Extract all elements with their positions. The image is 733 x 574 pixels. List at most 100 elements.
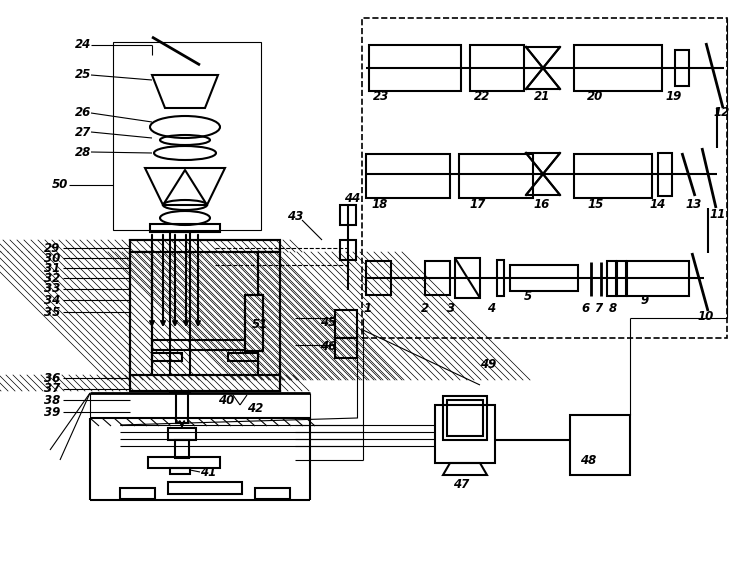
Bar xyxy=(150,224,220,232)
Bar xyxy=(175,440,189,458)
Bar xyxy=(497,260,504,296)
Text: 39: 39 xyxy=(44,405,60,418)
Bar xyxy=(130,375,280,391)
Bar xyxy=(627,261,689,296)
Polygon shape xyxy=(152,75,218,108)
Bar xyxy=(570,415,630,475)
Text: 1: 1 xyxy=(364,301,372,315)
Text: 7: 7 xyxy=(594,301,602,315)
Text: 27: 27 xyxy=(75,126,91,138)
Text: 41: 41 xyxy=(200,466,216,479)
Bar xyxy=(340,205,356,225)
Bar xyxy=(335,338,357,358)
Text: 30: 30 xyxy=(44,251,60,265)
Text: 22: 22 xyxy=(474,91,490,103)
Text: 48: 48 xyxy=(580,453,596,467)
Text: 37: 37 xyxy=(44,382,60,395)
Bar xyxy=(369,45,461,91)
Bar xyxy=(130,375,280,391)
Bar xyxy=(255,488,290,499)
Text: 33: 33 xyxy=(44,282,60,296)
Text: 28: 28 xyxy=(75,145,91,158)
Text: 50: 50 xyxy=(52,179,68,192)
Bar xyxy=(435,405,495,463)
Text: 21: 21 xyxy=(534,91,550,103)
Text: 20: 20 xyxy=(587,91,603,103)
Bar xyxy=(574,154,652,198)
Bar xyxy=(366,154,450,198)
Bar xyxy=(170,468,190,474)
Bar xyxy=(607,261,616,296)
Text: 35: 35 xyxy=(44,305,60,319)
Bar xyxy=(245,295,263,351)
Text: 34: 34 xyxy=(44,293,60,307)
Text: 12: 12 xyxy=(714,106,730,118)
Text: 4: 4 xyxy=(487,301,495,315)
Bar xyxy=(574,45,662,91)
Text: 5: 5 xyxy=(524,289,532,302)
Bar xyxy=(148,457,220,468)
Bar xyxy=(510,265,578,291)
Text: 38: 38 xyxy=(44,394,60,406)
Bar xyxy=(258,252,280,380)
Text: 46: 46 xyxy=(320,340,336,354)
Bar xyxy=(130,252,152,380)
Text: 45: 45 xyxy=(320,316,336,328)
Bar xyxy=(443,396,487,440)
Text: 17: 17 xyxy=(469,197,485,211)
Text: 10: 10 xyxy=(698,311,714,324)
Bar xyxy=(362,18,727,338)
Bar xyxy=(113,42,261,230)
Text: 47: 47 xyxy=(453,479,469,491)
Bar xyxy=(340,240,356,260)
Bar xyxy=(425,261,450,295)
Text: 16: 16 xyxy=(534,197,550,211)
Bar xyxy=(459,154,533,198)
Text: 19: 19 xyxy=(665,90,681,103)
Text: 24: 24 xyxy=(75,38,91,52)
Text: 25: 25 xyxy=(75,68,91,82)
Bar xyxy=(335,310,357,338)
Text: 9: 9 xyxy=(641,293,649,307)
Bar xyxy=(228,353,258,361)
Text: 26: 26 xyxy=(75,107,91,119)
Text: 2: 2 xyxy=(421,301,429,315)
Bar xyxy=(152,340,258,350)
Text: 43: 43 xyxy=(287,211,303,223)
Text: 29: 29 xyxy=(44,242,60,254)
Text: 8: 8 xyxy=(609,301,617,315)
Bar xyxy=(168,428,196,440)
Bar xyxy=(675,50,689,86)
Text: 31: 31 xyxy=(44,262,60,274)
Text: 51: 51 xyxy=(252,319,268,332)
Text: 13: 13 xyxy=(685,199,701,211)
Bar xyxy=(245,295,263,351)
Bar xyxy=(152,353,182,361)
Bar xyxy=(658,153,672,196)
Bar xyxy=(366,261,391,295)
Bar xyxy=(617,261,626,296)
Bar xyxy=(176,393,188,423)
Bar xyxy=(258,252,280,380)
Bar xyxy=(130,240,280,252)
Text: 42: 42 xyxy=(247,401,263,414)
Text: 3: 3 xyxy=(447,301,455,315)
Bar xyxy=(120,488,155,499)
Text: 32: 32 xyxy=(44,272,60,285)
Text: 11: 11 xyxy=(710,208,726,222)
Bar xyxy=(130,240,280,252)
Bar xyxy=(470,45,524,91)
Text: 44: 44 xyxy=(344,192,360,204)
Text: 23: 23 xyxy=(373,91,389,103)
Text: 6: 6 xyxy=(581,301,589,315)
Bar xyxy=(170,232,190,392)
Text: 15: 15 xyxy=(588,197,604,211)
Text: 40: 40 xyxy=(218,394,235,406)
Text: 18: 18 xyxy=(372,197,388,211)
Bar xyxy=(168,482,242,494)
Text: 36: 36 xyxy=(44,371,60,385)
Text: 14: 14 xyxy=(649,199,666,211)
Text: 49: 49 xyxy=(480,359,496,371)
Bar xyxy=(447,400,483,436)
Bar xyxy=(130,252,152,380)
